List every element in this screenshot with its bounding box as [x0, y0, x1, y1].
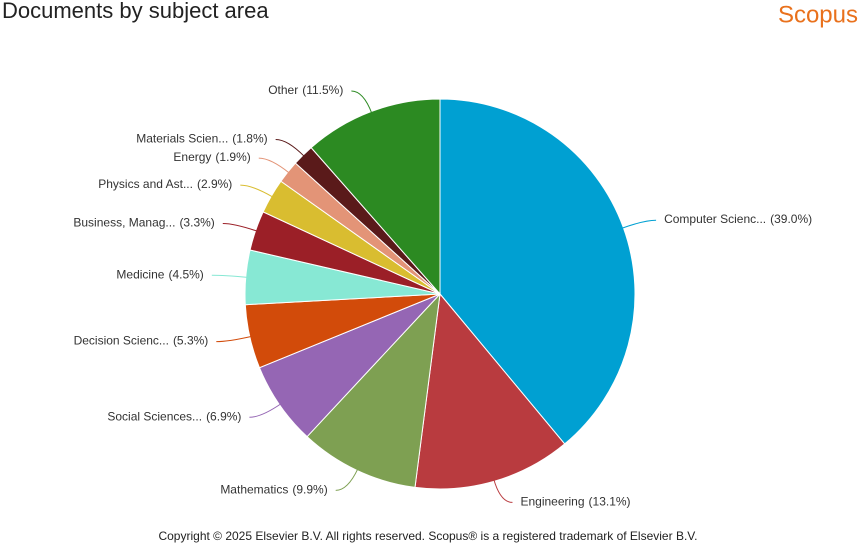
value-label: (3.3%)	[179, 216, 214, 230]
leader-line	[211, 274, 248, 278]
copyright: Copyright © 2025 Elsevier B.V. All right…	[158, 529, 697, 543]
category-label: Medicine	[116, 267, 164, 281]
value-label: (13.1%)	[589, 495, 631, 509]
leader-line	[275, 138, 305, 157]
slice-label: Medicine (4.5%)	[116, 267, 203, 281]
leader-line	[222, 222, 258, 232]
value-label: (4.5%)	[168, 267, 203, 281]
value-label: (2.9%)	[197, 177, 232, 191]
leader-line	[258, 157, 290, 174]
value-label: (9.9%)	[292, 483, 327, 497]
leader-line	[240, 184, 274, 198]
value-label: (1.8%)	[232, 132, 267, 146]
slice-label: Other (11.5%)	[268, 83, 343, 97]
slice-label: Social Sciences... (6.9%)	[107, 409, 241, 423]
slice-label: Materials Scien... (1.8%)	[136, 132, 267, 146]
leader-line	[335, 468, 359, 491]
value-label: (39.0%)	[770, 212, 812, 226]
slice-label: Engineering (13.1%)	[520, 495, 630, 509]
logo: Scopus	[778, 1, 858, 28]
leader-line	[351, 90, 373, 114]
slice-label: Mathematics (9.9%)	[220, 483, 327, 497]
slice-label: Physics and Ast... (2.9%)	[98, 177, 232, 191]
category-label: Physics and Ast...	[98, 177, 193, 191]
category-label: Mathematics	[220, 483, 288, 497]
value-label: (6.9%)	[206, 409, 241, 423]
value-label: (5.3%)	[173, 334, 208, 348]
leader-line	[621, 219, 657, 229]
value-label: (11.5%)	[302, 83, 343, 97]
slice-label: Decision Scienc... (5.3%)	[74, 334, 209, 348]
leader-line	[249, 403, 282, 418]
category-label: Other	[268, 83, 298, 97]
category-label: Engineering	[520, 495, 584, 509]
value-label: (1.9%)	[215, 150, 250, 164]
chart-title: Documents by subject area	[2, 0, 269, 23]
category-label: Decision Scienc...	[74, 334, 169, 348]
leader-line	[216, 335, 252, 343]
category-label: Business, Manag...	[73, 216, 175, 230]
category-label: Materials Scien...	[136, 132, 228, 146]
category-label: Energy	[173, 150, 211, 164]
category-label: Computer Scienc...	[664, 212, 766, 226]
slice-label: Computer Scienc... (39.0%)	[664, 212, 812, 226]
slice-label: Energy (1.9%)	[173, 150, 250, 164]
slice-label: Business, Manag... (3.3%)	[73, 216, 214, 230]
category-label: Social Sciences...	[107, 409, 202, 423]
leader-line	[493, 479, 513, 503]
